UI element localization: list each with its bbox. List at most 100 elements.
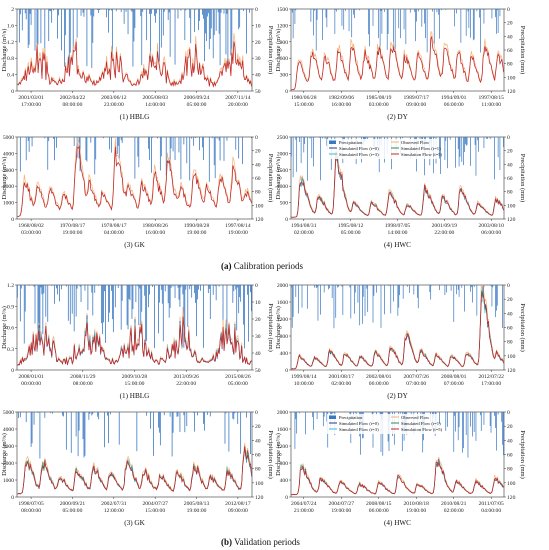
precip-bar (403, 9, 405, 30)
precip-bar (86, 137, 88, 162)
precip-bar (208, 9, 210, 50)
precip-bar (48, 9, 50, 42)
precip-bar (174, 9, 176, 65)
precip-bar (471, 285, 472, 288)
precip-bar (155, 9, 156, 23)
precip-bar (328, 285, 329, 290)
section-label-calibration: (a) Calibration periods (221, 261, 303, 271)
precip-bar (73, 285, 75, 332)
precip-bar (417, 285, 418, 298)
precip-tick-label: 120 (255, 217, 264, 223)
precip-bar (479, 9, 480, 18)
precip-bar (177, 412, 179, 417)
precip-tick-label: 10 (255, 300, 261, 306)
x-tick-label: 2008/01/01 00:00:00 (18, 374, 44, 387)
precip-bar (51, 285, 53, 286)
precip-bar (123, 9, 125, 24)
x-tick-label: 2012/07/22 17:00:00 (478, 374, 504, 387)
precip-bar (171, 412, 173, 457)
x-tick-label: 2013/09/26 22:00:00 (173, 374, 199, 387)
precip-bar (249, 9, 250, 13)
precip-bar (170, 285, 172, 288)
precip-bar (28, 285, 30, 286)
precip-bar (380, 285, 382, 328)
precip-bar (186, 412, 188, 426)
precip-bar (317, 285, 319, 321)
precip-bar (187, 285, 189, 327)
precip-bar (436, 9, 438, 13)
precip-bar (103, 137, 104, 139)
x-tick-label: 2001/03/01 17:00:00 (18, 95, 44, 108)
precip-bar (111, 9, 112, 11)
precip-tick-label: 0 (255, 135, 258, 141)
precip-tick-label: 40 (507, 162, 513, 168)
precip-bar (83, 9, 85, 17)
precip-bar (226, 285, 228, 336)
precip-bar (298, 285, 299, 314)
precip-bar (52, 412, 54, 414)
x-tick-label: 2002/04/22 08:00:00 (60, 95, 86, 108)
x-tick-label: 2010/08/21 02:00:00 (441, 501, 467, 514)
precip-bar (386, 9, 388, 50)
precip-tick-label: 120 (507, 368, 516, 374)
precip-bar (111, 285, 112, 291)
precip-bar (132, 9, 134, 67)
precip-bar (71, 285, 73, 314)
precip-bar (326, 9, 328, 28)
precip-bar (150, 412, 151, 429)
y-tick-label: 0.3 (7, 347, 14, 353)
precip-bar (25, 412, 27, 423)
precip-bar (480, 9, 481, 53)
simulated-flow-line-sim-t3 (17, 447, 252, 495)
precip-bar (218, 285, 220, 287)
panel-b1: 0 0.3 0.6 0.9 1.2 0 10 20 30 40 50 2008/01/01 00:00:… (1, 283, 274, 400)
precip-bar (104, 285, 105, 292)
precip-bar (417, 9, 419, 12)
precip-bar (380, 9, 382, 12)
precip-bar (198, 285, 199, 290)
simulated-flow-line-sim-t5 (17, 316, 252, 366)
x-tick-label: 2010/08/18 19:00:00 (404, 501, 430, 514)
precip-bar (37, 412, 39, 413)
precip-bar (207, 285, 209, 294)
precip-bar (189, 137, 191, 181)
x-tick-label: 2012/08/17 09:00:00 (225, 501, 251, 514)
y-tick-label: 1.2 (7, 40, 14, 46)
precip-bar (153, 412, 154, 456)
precip-bar (432, 9, 433, 12)
precip-bar (495, 412, 496, 428)
precip-bar (112, 137, 114, 138)
x-tick-label: 2007/11/14 20:00:00 (225, 95, 250, 108)
precip-bar (491, 137, 493, 138)
precip-bar (34, 9, 36, 51)
simulated-flow-line-sim-t0 (17, 449, 252, 495)
precip-bar (144, 285, 146, 296)
precip-bar (56, 137, 57, 148)
precip-bar (176, 412, 178, 417)
precip-bar (367, 137, 369, 140)
precip-bar (313, 412, 314, 430)
precip-bar (70, 412, 72, 453)
precip-bar (33, 412, 35, 425)
panel-b2: 0 400 800 1200 1600 2000 0 20 40 60 80 100 120 1999/0… (275, 283, 526, 400)
precip-bar (475, 137, 477, 176)
precip-bar (499, 9, 501, 17)
y-tick-label: 1500 (277, 168, 288, 174)
precip-bar (54, 137, 55, 161)
precip-bar (467, 412, 469, 458)
precip-bar (473, 9, 475, 40)
precip-bar (480, 412, 481, 416)
x-tick-label: 2000/09/21 05:00:00 (60, 501, 86, 514)
x-tick-label: 2003/08/10 06:00:00 (478, 223, 504, 236)
precip-bar (494, 137, 495, 180)
precip-bar (204, 412, 205, 431)
precip-bar (158, 412, 160, 433)
y-axis-title: Discharge (m³/s) (275, 157, 282, 200)
precip-bar (240, 412, 242, 454)
precip-bar (379, 9, 381, 53)
precip-bar (241, 9, 243, 10)
precip-bar (169, 137, 171, 172)
precip-bar (295, 285, 297, 297)
precip-tick-label: 80 (507, 62, 513, 68)
legend-label: Observed Flow (401, 415, 430, 420)
